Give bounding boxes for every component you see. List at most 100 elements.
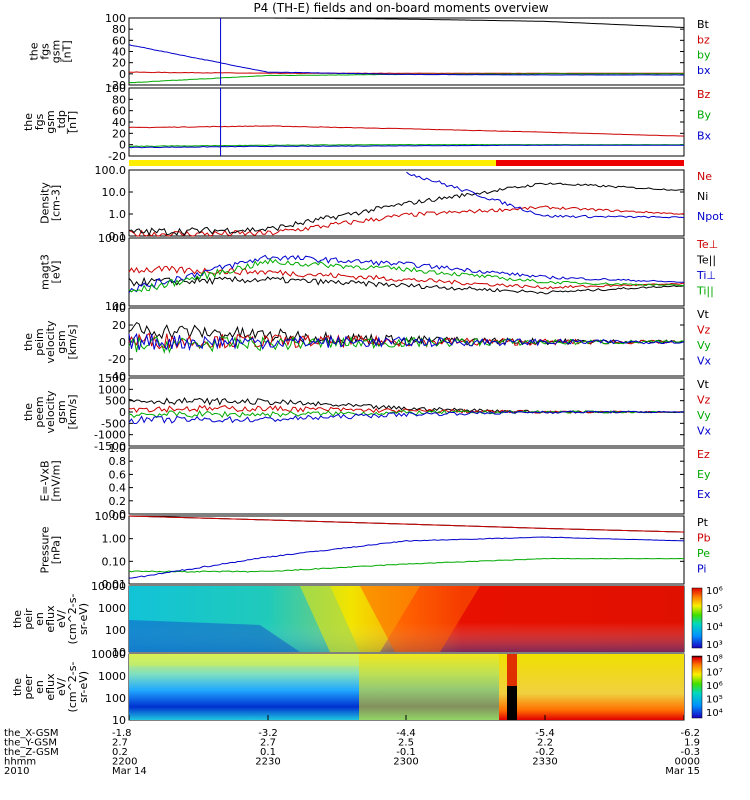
series-Vy-line bbox=[128, 335, 685, 355]
legend-Pb: Pb bbox=[697, 532, 711, 545]
x-axis-value: 0000 bbox=[675, 757, 700, 768]
y-tick-label: -20 bbox=[108, 79, 126, 92]
y-tick-label: 1000 bbox=[98, 670, 126, 683]
legend-Ni: Ni bbox=[697, 190, 708, 203]
x-axis-value: -6.2 bbox=[680, 728, 700, 739]
legend-By: By bbox=[697, 109, 712, 122]
y-tick-label: 0 bbox=[119, 336, 126, 349]
y-tick-label: 1.00 bbox=[102, 533, 127, 546]
y-tick-label: 1.0 bbox=[109, 208, 127, 221]
x-axis-value: 2230 bbox=[255, 757, 280, 768]
chart-title: P4 (TH-E) fields and on-board moments ov… bbox=[253, 1, 548, 15]
y-tick-label: -20 bbox=[108, 150, 126, 163]
panel-efield: 1.00.80.60.40.20.0 E=-VxB[mV/m] Ez Ey Ex bbox=[39, 442, 711, 521]
colorbar-tick-label: 10⁵ bbox=[706, 604, 723, 615]
x-axis-value: -0.2 bbox=[535, 747, 555, 758]
y-axis-label: Density[cm-3] bbox=[39, 182, 63, 224]
y-tick-label: 20 bbox=[112, 127, 126, 140]
x-axis-value: -5.4 bbox=[535, 728, 555, 739]
x-axis-value: -0.1 bbox=[396, 747, 416, 758]
y-tick-label: 80 bbox=[112, 23, 126, 36]
x-axis-value: -1.8 bbox=[112, 728, 132, 739]
panel-frame bbox=[128, 169, 685, 237]
colorbar-tick-label: 10⁴ bbox=[706, 708, 723, 719]
series-Pi-line bbox=[128, 536, 685, 579]
legend-Te: Te|| bbox=[696, 254, 716, 267]
y-axis-label: thepeemvelocitygsm[km/s] bbox=[22, 390, 79, 433]
series-Npot-line bbox=[406, 171, 685, 219]
y-tick-label: 0.1 bbox=[109, 230, 127, 243]
series-bz-line bbox=[128, 71, 684, 75]
y-tick-label: 10000 bbox=[91, 648, 126, 661]
series-Bt-line bbox=[129, 17, 685, 28]
x-axis-value: 2.7 bbox=[112, 738, 128, 749]
y-tick-label: -500 bbox=[101, 417, 126, 430]
y-tick-label: 80 bbox=[112, 93, 126, 106]
legend-Vy: Vy bbox=[697, 339, 711, 352]
series-Ni-line bbox=[128, 182, 685, 237]
y-tick-label: 100 bbox=[105, 12, 126, 25]
peer-colorbar bbox=[691, 655, 703, 719]
legend-Pe: Pe bbox=[697, 547, 710, 560]
y-tick-label: 0.0 bbox=[109, 508, 127, 521]
status-bar-red bbox=[496, 160, 684, 166]
panel-peim-velocity: 40 20 0 -20 -40 thepeimvelocitygsm[km/s] Vt Vz V… bbox=[22, 302, 712, 383]
y-tick-label: 0.8 bbox=[109, 455, 127, 468]
colorbar-tick-label: 10⁵ bbox=[706, 695, 723, 706]
x-axis-row-label: 2010 bbox=[4, 766, 29, 777]
y-axis-label: thepeerenefluxeV/(cm^2-s-sr-eV) bbox=[11, 662, 90, 713]
y-tick-label: 10.0 bbox=[102, 186, 127, 199]
y-tick-label: 100 bbox=[105, 692, 126, 705]
series-Ti-line bbox=[128, 258, 685, 293]
series-Bz-line bbox=[128, 125, 685, 137]
peir-spectrogram bbox=[129, 586, 703, 652]
y-tick-label: 1500 bbox=[98, 372, 126, 385]
legend-Bz: Bz bbox=[697, 88, 711, 101]
panel-temperature: 1000 100 magt3[eV] Te⊥ Te|| Ti⊥ Ti|| bbox=[39, 232, 719, 313]
y-tick-label: 40 bbox=[112, 116, 126, 129]
x-axis-value: 2300 bbox=[393, 757, 418, 768]
y-tick-label: 0.10 bbox=[102, 555, 127, 568]
series-Vx-line bbox=[128, 410, 685, 425]
y-axis-label: thepeimvelocitygsm[km/s] bbox=[22, 320, 79, 363]
series-Pb-line bbox=[128, 515, 685, 533]
legend-bx: bx bbox=[697, 64, 711, 77]
y-tick-label: 1000 bbox=[98, 232, 126, 245]
legend-Ti: Ti|| bbox=[696, 285, 714, 298]
legend-Vt: Vt bbox=[697, 308, 710, 321]
legend-Vz: Vz bbox=[697, 324, 711, 337]
x-axis-value: 1.9 bbox=[684, 738, 700, 749]
legend-Pi: Pi bbox=[697, 563, 706, 576]
colorbar-tick-label: 10⁷ bbox=[706, 668, 723, 679]
series-Pe-line bbox=[128, 557, 685, 573]
colorbar-tick-label: 10⁸ bbox=[706, 654, 723, 665]
series-Ne-line bbox=[128, 205, 685, 237]
x-axis-value: 2.7 bbox=[260, 738, 276, 749]
y-tick-label: 10000 bbox=[91, 580, 126, 593]
legend-Ne: Ne bbox=[697, 170, 712, 183]
colorbar-tick-label: 10³ bbox=[706, 640, 723, 651]
panel-pressure: 10.00 1.00 0.10 0.01 Pressure[nPa] Pt Pb Pe Pi bbox=[39, 510, 711, 591]
y-axis-label: E=-VxB[mV/m] bbox=[39, 460, 63, 501]
colorbar-tick-label: 10⁴ bbox=[706, 622, 723, 633]
y-tick-label: -1500 bbox=[94, 440, 126, 453]
y-tick-label: 1.0 bbox=[109, 442, 127, 455]
legend-by: by bbox=[697, 49, 711, 62]
status-bar-yellow bbox=[129, 160, 496, 166]
legend-Ey: Ey bbox=[697, 468, 711, 481]
y-tick-label: 1000 bbox=[98, 383, 126, 396]
legend-Bx: Bx bbox=[697, 129, 712, 142]
x-axis-value: -4.4 bbox=[396, 728, 416, 739]
y-tick-label: 40 bbox=[112, 46, 126, 59]
series-Vy-line bbox=[128, 409, 685, 419]
x-axis-value: Mar 14 bbox=[112, 766, 147, 777]
y-tick-label: 60 bbox=[112, 105, 126, 118]
y-tick-label: -20 bbox=[108, 353, 126, 366]
legend-Vz: Vz bbox=[697, 394, 711, 407]
x-axis-value: -3.2 bbox=[258, 728, 278, 739]
y-tick-label: 0.01 bbox=[102, 578, 127, 591]
y-tick-label: 0 bbox=[119, 406, 126, 419]
